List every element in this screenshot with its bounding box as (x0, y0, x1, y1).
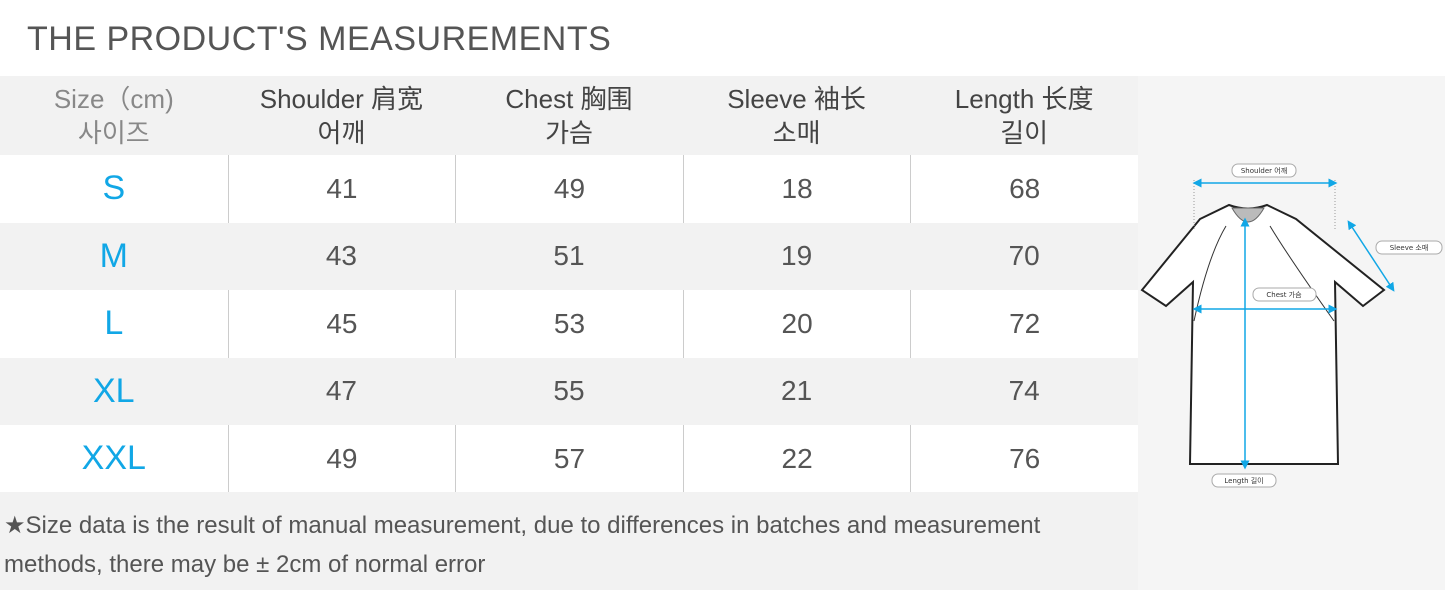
chest-label: Chest 가슴 (1252, 287, 1317, 302)
header-en: Sleeve 袖长 (727, 83, 866, 114)
cell-chest: 55 (553, 375, 585, 407)
cell-length: 72 (910, 290, 1138, 358)
header-en: Length 长度 (954, 83, 1094, 114)
cell-shoulder: 49 (227, 425, 456, 493)
cell-shoulder: 45 (227, 290, 456, 358)
header-size: Size（cm) 사이즈 (0, 76, 228, 155)
cell-shoulder: 43 (325, 240, 357, 272)
page-title: THE PRODUCT'S MEASUREMENTS (27, 20, 612, 58)
svg-text:Sleeve 소매: Sleeve 소매 (1390, 244, 1429, 252)
header-chest: Chest 胸围 가슴 (455, 76, 683, 155)
tshirt-outline-icon (1140, 203, 1386, 465)
header-en: Shoulder 肩宽 (259, 83, 424, 114)
size-table: Size（cm) 사이즈 Shoulder 肩宽 어깨 Chest 胸围 가슴 Sle… (0, 76, 1138, 493)
header-length: Length 长度 길이 (910, 76, 1138, 155)
sleeve-label: Sleeve 소매 (1375, 240, 1443, 255)
header-en: Size（cm) (53, 83, 174, 114)
cell-shoulder: 41 (227, 155, 456, 223)
header-sleeve: Sleeve 袖长 소매 (683, 76, 911, 155)
cell-length: 68 (910, 155, 1138, 223)
cell-sleeve: 19 (781, 240, 813, 272)
cell-shoulder: 47 (325, 375, 357, 407)
sleeve-arrow (1347, 220, 1395, 292)
cell-length: 70 (1008, 240, 1040, 272)
svg-text:Shoulder 어깨: Shoulder 어깨 (1241, 166, 1287, 175)
header-ko: 가슴 (545, 117, 593, 148)
cell-length: 76 (910, 425, 1138, 493)
cell-size: L (104, 304, 124, 343)
cell-chest: 53 (455, 290, 683, 358)
cell-chest: 49 (455, 155, 683, 223)
header-ko: 어깨 (317, 117, 366, 148)
header-ko: 소매 (772, 117, 821, 148)
cell-size: S (102, 169, 126, 208)
cell-length: 74 (1008, 375, 1040, 407)
measurement-note: ★Size data is the result of manual measu… (0, 492, 1138, 590)
header-en: Chest 胸围 (505, 83, 633, 114)
cell-sleeve: 22 (682, 425, 911, 493)
table-row: L 45 53 20 72 (0, 290, 1138, 358)
svg-text:Length 길이: Length 길이 (1224, 476, 1263, 485)
cell-sleeve: 20 (682, 290, 911, 358)
header-ko: 사이즈 (77, 117, 150, 148)
table-header: Size（cm) 사이즈 Shoulder 肩宽 어깨 Chest 胸围 가슴 Sle… (0, 76, 1138, 155)
header-ko: 길이 (1000, 117, 1049, 148)
cell-size: XL (93, 371, 135, 410)
tshirt-illustration: Shoulder 어깨 Sleeve 소매 Chest 가슴 Length 길이 (1140, 163, 1443, 488)
length-label: Length 길이 (1211, 473, 1277, 488)
cell-chest: 57 (455, 425, 683, 493)
cell-sleeve: 21 (781, 375, 813, 407)
table-row: S 41 49 18 68 (0, 155, 1138, 223)
cell-size: M (99, 236, 128, 275)
cell-chest: 51 (553, 240, 585, 272)
table-row: XL 47 55 21 74 (0, 357, 1138, 425)
svg-text:Chest 가슴: Chest 가슴 (1266, 290, 1302, 299)
table-row: M 43 51 19 70 (0, 222, 1138, 290)
shoulder-label: Shoulder 어깨 (1231, 163, 1297, 178)
header-shoulder: Shoulder 肩宽 어깨 (228, 76, 456, 155)
table-row: XXL 49 57 22 76 (0, 425, 1138, 493)
cell-size: XXL (81, 439, 146, 478)
tshirt-diagram: Shoulder 어깨 Sleeve 소매 Chest 가슴 Length 길이 (1138, 76, 1445, 590)
cell-sleeve: 18 (682, 155, 911, 223)
